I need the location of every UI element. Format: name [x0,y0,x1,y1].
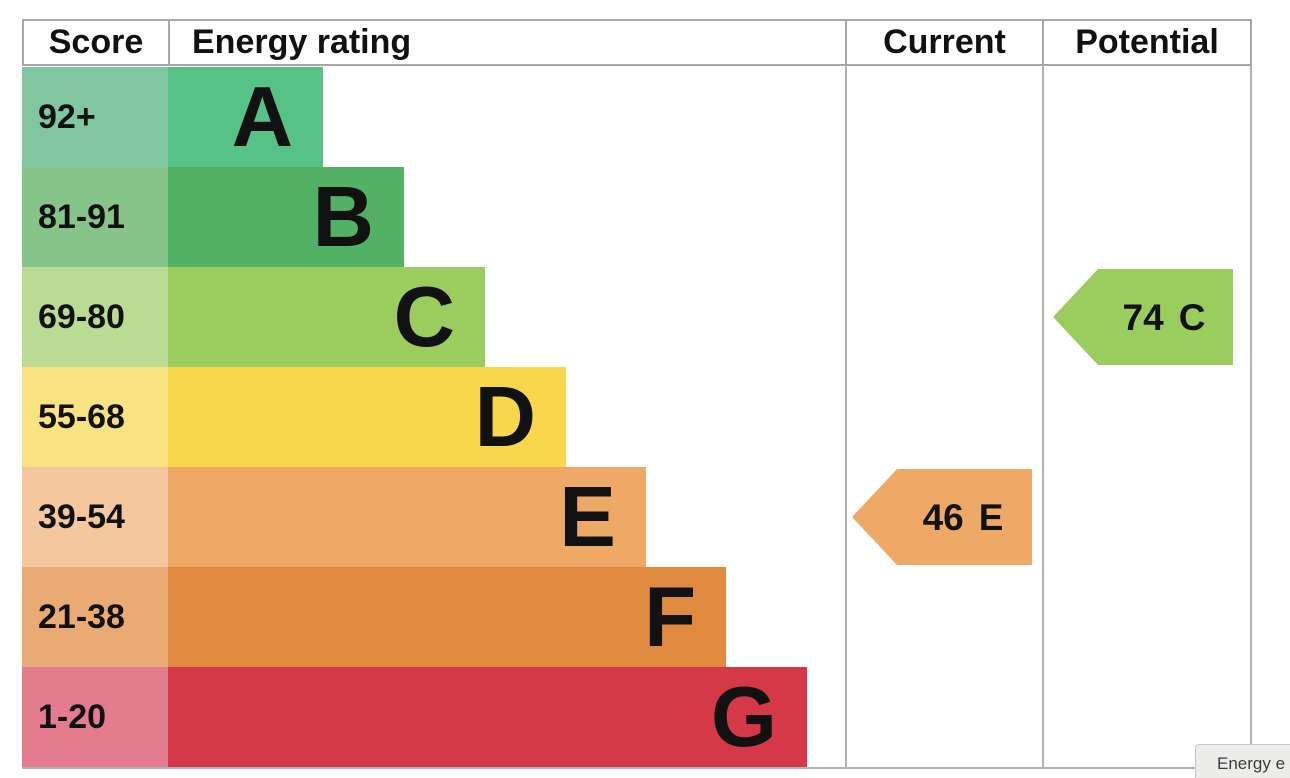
potential-column-divider-line [1042,66,1044,769]
score-range-b: 81-91 [22,167,168,267]
status-tooltip: Energy e [1195,744,1290,778]
score-range-d: 55-68 [22,367,168,467]
header-divider [845,21,847,64]
rating-letter: G [710,669,777,765]
rating-letter: F [644,569,696,665]
potential-column-header: Potential [1075,23,1219,61]
rating-bar-d: D [168,367,566,467]
score-column-header: Score [48,23,144,61]
score-range-c: 69-80 [22,267,168,367]
rating-letter: E [559,469,616,565]
score-range-f: 21-38 [22,567,168,667]
current-column-divider-line [845,66,847,769]
rating-letter: A [231,69,293,165]
energy-rating-column-header: Energy rating [192,23,412,61]
rating-bar-e: E [168,467,646,567]
rating-letter: D [474,369,536,465]
header-divider [168,21,170,64]
rating-bar-f: F [168,567,726,667]
score-range-e: 39-54 [22,467,168,567]
rating-bar-b: B [168,167,404,267]
potential-rating-arrow: 74 C [1053,269,1233,365]
status-tooltip-text: Energy e [1217,754,1286,773]
current-rating-letter: E [978,496,1004,538]
rating-bar-c: C [168,267,485,367]
rating-letter: C [393,269,455,365]
table-bottom-border-line [22,767,1252,769]
rating-letter: B [312,169,374,265]
rating-bar-g: G [168,667,807,767]
potential-rating-score: 74 [1122,296,1164,338]
current-column-header: Current [883,23,1006,61]
header-divider [1042,21,1044,64]
current-rating-arrow: 46 E [852,469,1032,565]
current-rating-score: 46 [922,496,964,538]
table-header-row: Score Energy rating Current Potential [22,19,1252,66]
table-right-border-line [1250,66,1252,769]
score-range-g: 1-20 [22,667,168,767]
score-range-a: 92+ [22,67,168,167]
rating-bar-a: A [168,67,323,167]
potential-rating-letter: C [1178,296,1206,338]
